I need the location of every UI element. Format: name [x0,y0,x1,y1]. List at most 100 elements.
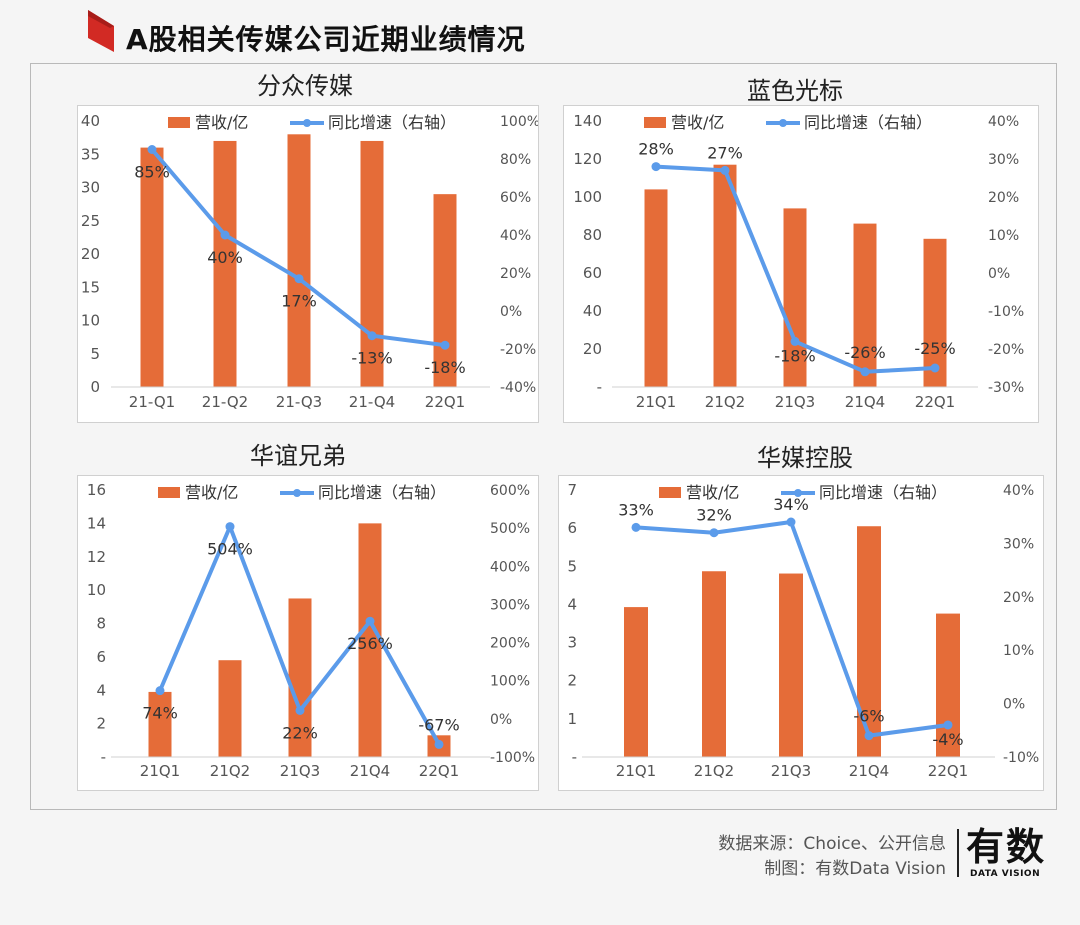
revenue-bar [288,598,312,757]
growth-data-label: -26% [844,343,885,362]
right-axis-tick: 20% [1003,590,1034,606]
growth-data-label: 85% [134,163,170,182]
legend-line-marker [293,489,301,497]
growth-data-label: 74% [142,704,178,723]
legend-line-marker [794,489,802,497]
revenue-bar [140,147,164,387]
left-axis-tick: 20 [583,340,602,358]
left-axis-tick: 4 [96,681,106,699]
revenue-bar [923,238,947,387]
category-label: 22Q1 [425,393,465,411]
legend-line-marker [779,119,787,127]
growth-data-label: -13% [351,349,392,368]
revenue-bar [213,140,237,387]
growth-data-label: 22% [282,723,318,742]
growth-point [709,528,719,538]
left-axis-tick: 40 [81,112,100,130]
chart-bluefocus: - 20 40 60 80 100 120 140 -30% -20% -10% 0% 10% 20% 30… [563,105,1039,423]
growth-data-label: -25% [914,339,955,358]
left-axis-tick: 10 [81,312,100,330]
growth-data-label: 40% [207,248,243,267]
revenue-bar [287,134,311,387]
legend-bar-label: 营收/亿 [185,483,238,502]
right-axis-tick: -40% [500,380,536,396]
chart-huayi-brothers: - 2 4 6 8 10 12 14 16 -100% 0% 100% 200% 300% 400% 500%… [77,475,539,791]
revenue-bar [360,140,384,387]
category-label: 21-Q1 [129,393,175,411]
source-note: 数据来源：Choice、公开信息 [718,834,946,854]
footer-credits: 数据来源：Choice、公开信息 制图：有数Data Vision [718,832,946,882]
legend-line-label: 同比增速（右轴） [804,113,932,132]
growth-point [790,336,800,346]
legend-line-label: 同比增速（右轴） [819,483,947,502]
growth-data-label: 34% [773,495,809,514]
growth-data-label: 17% [281,292,317,311]
right-axis-tick: -10% [988,304,1024,320]
growth-point [294,274,304,284]
left-axis-tick: 20 [81,245,100,263]
left-axis-tick: 8 [96,615,106,633]
growth-point [440,340,450,350]
growth-point [367,331,377,341]
category-label: 21Q3 [775,393,815,411]
category-label: 21-Q3 [276,393,322,411]
right-axis-tick: 20% [500,266,531,282]
category-label: 21Q3 [280,762,320,780]
revenue-bar [936,613,960,757]
growth-data-label: -4% [932,730,963,749]
right-axis-tick: 0% [988,266,1010,282]
left-axis-tick: - [572,748,577,766]
left-axis-tick: 0 [90,378,100,396]
right-axis-tick: 0% [1003,697,1025,713]
left-axis-tick: 5 [567,557,577,575]
category-label: 21Q4 [845,393,885,411]
chart-title-huayi-brothers: 华谊兄弟 [250,442,346,470]
category-label: 21Q2 [705,393,745,411]
growth-point [147,145,157,154]
legend-bar-swatch [659,487,681,498]
left-axis-tick: 1 [567,710,577,728]
growth-point [225,522,235,532]
revenue-bar [713,164,737,387]
legend-bar-swatch [158,487,180,498]
right-axis-tick: 600% [490,483,530,499]
growth-point [155,686,165,696]
growth-data-label: -18% [774,346,815,365]
left-axis-tick: 100 [573,188,602,206]
right-axis-tick: 40% [988,114,1019,130]
page-title: A股相关传媒公司近期业绩情况 [126,23,526,56]
growth-point [434,739,444,749]
page-header: A股相关传媒公司近期业绩情况 [86,8,686,58]
left-axis-tick: 80 [583,226,602,244]
chart-bluefocus-plot: - 20 40 60 80 100 120 140 -30% -20% -10% 0% 10% 20% 30… [573,112,1024,411]
growth-point [864,731,874,741]
growth-data-label: 27% [707,143,743,162]
legend-line-marker [303,119,311,127]
left-axis-tick: - [597,378,602,396]
revenue-bar [644,189,668,387]
growth-point [651,162,661,172]
right-axis-tick: -100% [490,750,535,766]
left-axis-tick: 35 [81,145,100,163]
legend-line-label: 同比增速（右轴） [318,483,446,502]
category-label: 22Q1 [915,393,955,411]
right-axis-tick: 300% [490,597,530,613]
category-label: 21Q4 [849,762,889,780]
logo-text: 有数 [966,825,1047,869]
right-axis-tick: -20% [988,342,1024,358]
revenue-bar [433,194,457,387]
left-axis-tick: 120 [573,150,602,168]
growth-data-label: 28% [638,140,674,159]
right-axis-tick: 100% [490,674,530,690]
chart-focus-media-plot: 0 5 10 15 20 25 30 35 40 -40% -20% 0% 20% 40% 60% 80% 10… [81,112,540,411]
category-label: 21-Q4 [349,393,395,411]
right-axis-tick: 80% [500,152,531,168]
revenue-bar [148,691,172,757]
legend-line-label: 同比增速（右轴） [328,113,456,132]
category-label: 22Q1 [928,762,968,780]
category-label: 21Q1 [616,762,656,780]
left-axis-tick: 16 [87,481,106,499]
right-axis-tick: 500% [490,521,530,537]
left-axis-tick: 6 [567,519,577,537]
footer-divider [957,829,959,877]
